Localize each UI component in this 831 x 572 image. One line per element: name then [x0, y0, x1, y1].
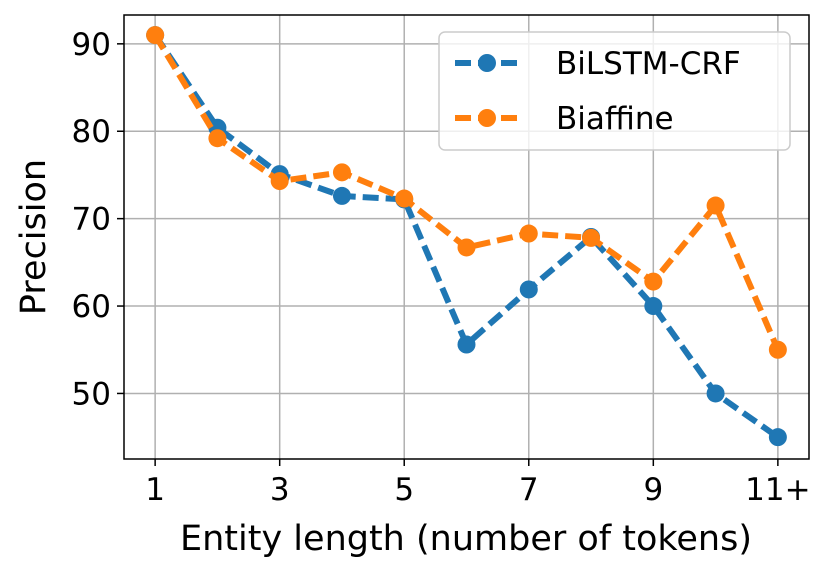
data-point-biaffine — [332, 163, 351, 182]
data-point-biaffine — [270, 172, 289, 191]
data-point-biaffine — [519, 224, 538, 243]
data-point-bilstm-crf — [706, 384, 725, 403]
x-axis-label: Entity length (number of tokens) — [180, 519, 752, 559]
x-tick-label: 3 — [270, 472, 290, 508]
y-tick-label: 90 — [72, 27, 111, 63]
y-tick-label: 60 — [72, 289, 111, 325]
data-point-bilstm-crf — [457, 335, 476, 354]
data-point-biaffine — [395, 189, 414, 208]
data-point-biaffine — [768, 340, 787, 359]
x-tick-label: 11+ — [745, 472, 810, 508]
y-tick-label: 50 — [72, 376, 111, 412]
legend-marker-bilstm-crf — [478, 54, 496, 72]
data-point-bilstm-crf — [519, 280, 538, 299]
data-point-bilstm-crf — [768, 428, 787, 447]
x-tick-label: 1 — [145, 472, 165, 508]
data-point-biaffine — [706, 196, 725, 215]
plot-frame — [123, 14, 810, 460]
series-lines — [146, 26, 787, 447]
x-tick-label: 7 — [519, 472, 539, 508]
data-point-biaffine — [208, 129, 227, 148]
x-tick-label: 9 — [643, 472, 663, 508]
y-axis-label: Precision — [14, 159, 54, 315]
legend-label-bilstm-crf: BiLSTM-CRF — [556, 46, 741, 82]
x-tick-label: 5 — [394, 472, 414, 508]
data-point-bilstm-crf — [332, 186, 351, 205]
legend-frame — [438, 31, 791, 151]
axis-ticks: 1 3 5 7 9 11+ 50 60 70 80 90 — [72, 27, 811, 508]
y-tick-label: 80 — [72, 114, 111, 150]
legend: BiLSTM-CRF Biaffine — [438, 31, 791, 151]
legend-label-biaffine: Biaffine — [556, 101, 674, 137]
data-point-biaffine — [582, 228, 601, 247]
data-point-biaffine — [644, 272, 663, 291]
y-tick-label: 70 — [72, 202, 111, 238]
data-point-bilstm-crf — [644, 297, 663, 316]
data-point-biaffine — [146, 26, 165, 45]
data-point-biaffine — [457, 238, 476, 257]
legend-marker-biaffine — [478, 109, 496, 127]
